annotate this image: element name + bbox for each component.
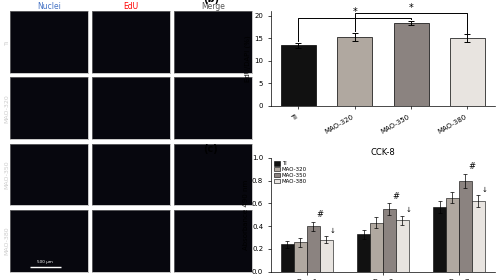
Bar bbox=[446, 198, 459, 272]
Text: ↓: ↓ bbox=[406, 207, 411, 213]
Bar bbox=[294, 242, 307, 272]
Text: *: * bbox=[352, 7, 357, 17]
Bar bbox=[450, 38, 485, 106]
Text: 500 μm: 500 μm bbox=[37, 260, 53, 264]
Text: #: # bbox=[316, 210, 324, 219]
Bar bbox=[383, 209, 396, 272]
Bar bbox=[396, 220, 409, 272]
Bar bbox=[370, 223, 383, 272]
Bar bbox=[357, 234, 370, 272]
Title: Merge: Merge bbox=[201, 2, 225, 11]
Y-axis label: EdU/DAPI (%): EdU/DAPI (%) bbox=[245, 35, 252, 82]
Title: CCK-8: CCK-8 bbox=[370, 148, 396, 157]
Text: ↓: ↓ bbox=[330, 228, 336, 234]
Y-axis label: MAO-380: MAO-380 bbox=[4, 226, 10, 255]
Bar bbox=[320, 240, 332, 272]
Text: #: # bbox=[392, 192, 400, 200]
Text: (b): (b) bbox=[204, 0, 220, 4]
Text: (c): (c) bbox=[204, 144, 218, 154]
Title: Nuclei: Nuclei bbox=[37, 2, 61, 11]
Title: EdU: EdU bbox=[124, 2, 138, 11]
Bar bbox=[394, 23, 428, 106]
Y-axis label: MAO-320: MAO-320 bbox=[4, 94, 10, 123]
Legend: Ti, MAO-320, MAO-350, MAO-380: Ti, MAO-320, MAO-350, MAO-380 bbox=[274, 161, 308, 185]
Bar bbox=[459, 181, 472, 272]
Y-axis label: Absorbance 490 nm: Absorbance 490 nm bbox=[243, 180, 249, 250]
Text: ↓: ↓ bbox=[482, 187, 488, 193]
Text: #: # bbox=[468, 162, 475, 171]
Y-axis label: Ti: Ti bbox=[4, 39, 10, 45]
Bar bbox=[307, 226, 320, 272]
Text: *: * bbox=[408, 3, 414, 13]
Bar bbox=[281, 45, 316, 106]
Bar bbox=[472, 201, 485, 272]
Bar bbox=[433, 207, 446, 272]
Bar bbox=[281, 244, 294, 272]
Bar bbox=[338, 37, 372, 106]
Y-axis label: MAO-350: MAO-350 bbox=[4, 160, 10, 189]
